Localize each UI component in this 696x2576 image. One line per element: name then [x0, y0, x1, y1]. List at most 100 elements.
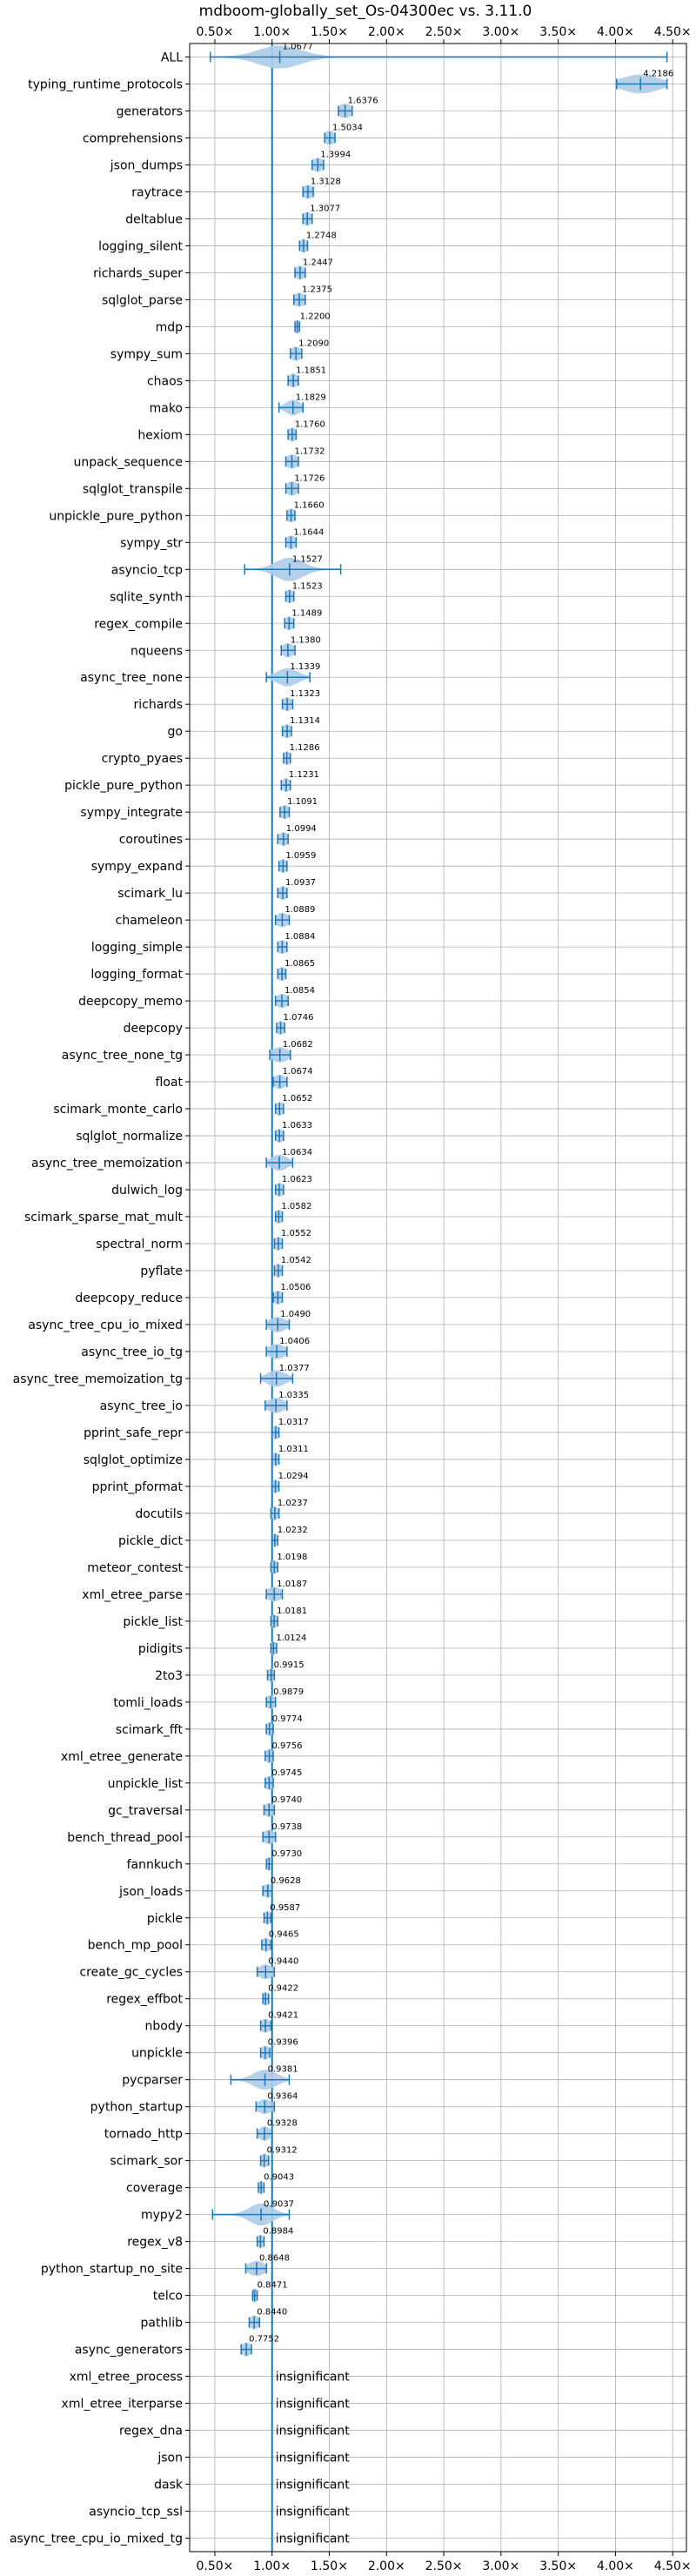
benchmark-label: async_generators: [75, 2344, 183, 2358]
benchmark-label: scimark_fft: [116, 1723, 184, 1737]
benchmark-label: dulwich_log: [111, 1184, 183, 1197]
value-label: 0.9745: [271, 1768, 302, 1778]
value-label: 0.9312: [267, 2146, 298, 2156]
value-label: 1.1644: [293, 527, 324, 537]
benchmark-label: python_startup_no_site: [41, 2263, 183, 2277]
value-label: 1.3077: [310, 204, 340, 213]
benchmark-label: mako: [150, 401, 183, 415]
value-label: 1.0746: [284, 1013, 314, 1023]
value-label: 0.9730: [271, 1849, 302, 1859]
x-tick-label-bottom: 1.00×: [253, 2559, 291, 2573]
x-tick-label-top: 0.50×: [196, 25, 233, 39]
value-label: 0.9628: [271, 1876, 301, 1886]
value-label: 1.5034: [332, 123, 363, 132]
value-label: 1.0674: [283, 1067, 313, 1077]
value-label: 0.9879: [273, 1687, 304, 1697]
x-tick-label-top: 4.00×: [597, 25, 634, 39]
benchmark-label: float: [156, 1076, 184, 1090]
value-label: 0.9774: [272, 1714, 303, 1724]
value-label: 1.1091: [287, 797, 318, 807]
benchmark-label: docutils: [135, 1507, 183, 1521]
benchmark-label: json_loads: [118, 1885, 183, 1899]
value-label: 1.0682: [283, 1040, 313, 1050]
value-label: 1.1829: [296, 392, 326, 402]
value-label: 1.1660: [294, 500, 325, 510]
benchmark-label: logging_format: [90, 968, 183, 982]
benchmark-label: xml_etree_generate: [61, 1750, 183, 1764]
benchmark-label: pathlib: [141, 2317, 184, 2331]
benchmark-label: async_tree_none_tg: [62, 1049, 183, 1063]
insignificant-label: insignificant: [276, 2398, 351, 2412]
value-label: 1.2748: [306, 231, 337, 240]
x-tick-label-top: 3.50×: [539, 25, 577, 39]
value-label: 1.0335: [278, 1391, 309, 1400]
value-label: 1.0124: [276, 1633, 306, 1643]
value-label: 1.0959: [285, 851, 316, 861]
value-label: 1.0198: [277, 1553, 307, 1562]
benchmark-label: async_tree_none: [80, 671, 183, 685]
benchmark-label: mdp: [156, 320, 184, 334]
insignificant-label: insignificant: [276, 2371, 351, 2385]
value-label: 1.1527: [292, 554, 323, 564]
value-label: 0.8648: [259, 2254, 290, 2264]
benchmark-label: hexiom: [137, 428, 183, 442]
benchmark-label: pycparser: [122, 2074, 183, 2088]
value-label: 1.1732: [295, 446, 325, 456]
value-label: 1.1851: [296, 366, 326, 375]
benchmark-label: crypto_pyaes: [102, 752, 183, 766]
value-label: 1.1286: [290, 743, 320, 753]
value-label: 1.0552: [281, 1229, 311, 1238]
value-label: 0.9421: [268, 2011, 298, 2021]
value-label: 1.0652: [282, 1094, 312, 1104]
benchmark-label: regex_effbot: [106, 1993, 183, 2007]
value-label: 1.1339: [290, 662, 320, 672]
benchmark-label: async_tree_cpu_io_mixed: [28, 1318, 183, 1332]
benchmark-label: pickle_dict: [118, 1534, 184, 1548]
benchmark-label: async_tree_io_tg: [81, 1345, 183, 1359]
benchmark-label: async_tree_cpu_io_mixed_tg: [10, 2532, 183, 2546]
value-label: 1.6376: [348, 96, 378, 105]
benchmark-label: deepcopy: [124, 1022, 183, 1036]
value-label: 0.9587: [270, 1903, 300, 1913]
value-label: 1.0542: [281, 1256, 311, 1265]
x-tick-label-top: 4.50×: [654, 25, 692, 39]
benchmark-label: sqlglot_normalize: [76, 1130, 183, 1144]
value-label: 0.7752: [249, 2335, 279, 2345]
benchmark-label: raytrace: [131, 185, 183, 199]
benchmark-label: sqlglot_parse: [102, 293, 183, 307]
benchmark-label: pickle: [147, 1912, 183, 1926]
benchmark-label: regex_dna: [119, 2425, 183, 2438]
benchmark-label: create_gc_cycles: [79, 1966, 183, 1980]
x-tick-label-bottom: 4.50×: [654, 2559, 692, 2573]
benchmark-label: bench_thread_pool: [67, 1831, 183, 1845]
benchmark-label: richards: [134, 698, 184, 712]
plot-frame: [189, 43, 687, 2553]
insignificant-label: insignificant: [276, 2479, 351, 2492]
benchmark-label: comprehensions: [83, 131, 183, 145]
insignificant-label: insignificant: [276, 2532, 351, 2546]
value-label: 0.9381: [268, 2065, 298, 2075]
value-label: 1.1380: [291, 635, 321, 645]
value-label: 1.0677: [283, 42, 313, 51]
value-label: 1.0582: [281, 1202, 311, 1211]
benchmark-label: sqlglot_optimize: [84, 1453, 183, 1467]
value-label: 1.0633: [282, 1121, 312, 1130]
value-label: 0.9740: [271, 1795, 302, 1805]
benchmark-label: meteor_contest: [87, 1561, 183, 1575]
value-label: 1.0623: [282, 1175, 312, 1184]
value-label: 1.0377: [279, 1364, 310, 1373]
benchmark-label: unpickle_list: [108, 1777, 184, 1791]
benchmark-label: 2to3: [155, 1669, 183, 1683]
labels-layer: 0.50× 0.50× 1.00× 1.00× 1.50× 1.50× 2.00× 2.00×…: [10, 25, 692, 2573]
benchmark-label: unpack_sequence: [74, 455, 183, 469]
value-label: 1.0406: [279, 1337, 310, 1346]
benchmark-label: logging_silent: [98, 239, 183, 253]
benchmark-label: sympy_str: [120, 536, 183, 550]
value-label: 1.0634: [282, 1148, 312, 1157]
benchmark-label: coroutines: [119, 833, 183, 847]
value-label: 1.1314: [290, 716, 320, 726]
value-label: 1.1760: [295, 419, 325, 429]
chart-title: mdboom-globally_set_Os-04300ec vs. 3.11.…: [199, 3, 532, 20]
value-label: 0.9738: [271, 1822, 302, 1832]
value-label: 1.0294: [278, 1472, 309, 1481]
